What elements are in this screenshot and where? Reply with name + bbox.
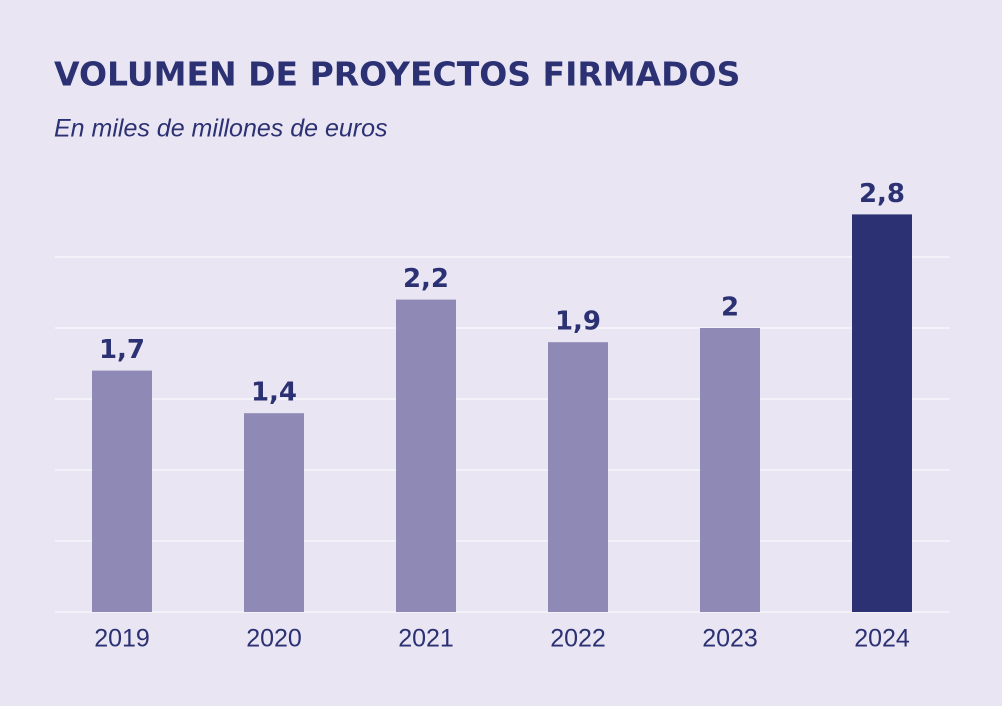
bar — [92, 370, 152, 612]
bar — [548, 342, 608, 612]
value-label: 2 — [721, 293, 739, 323]
bar — [852, 214, 912, 612]
x-tick-label: 2021 — [398, 625, 454, 653]
bar — [396, 299, 456, 612]
value-label: 1,7 — [99, 335, 145, 365]
value-label: 2,2 — [403, 264, 449, 294]
bar — [244, 413, 304, 612]
chart-subtitle: En miles de millones de euros — [54, 115, 388, 143]
bar — [700, 328, 760, 612]
x-tick-label: 2019 — [94, 625, 150, 653]
value-label: 1,4 — [251, 378, 297, 408]
value-label: 1,9 — [555, 307, 601, 337]
value-label: 2,8 — [859, 179, 905, 209]
x-tick-label: 2023 — [702, 625, 758, 653]
x-tick-label: 2020 — [246, 625, 302, 653]
x-tick-label: 2022 — [550, 625, 606, 653]
x-tick-label: 2024 — [854, 625, 910, 653]
chart-title: VOLUMEN DE PROYECTOS FIRMADOS — [54, 55, 740, 94]
